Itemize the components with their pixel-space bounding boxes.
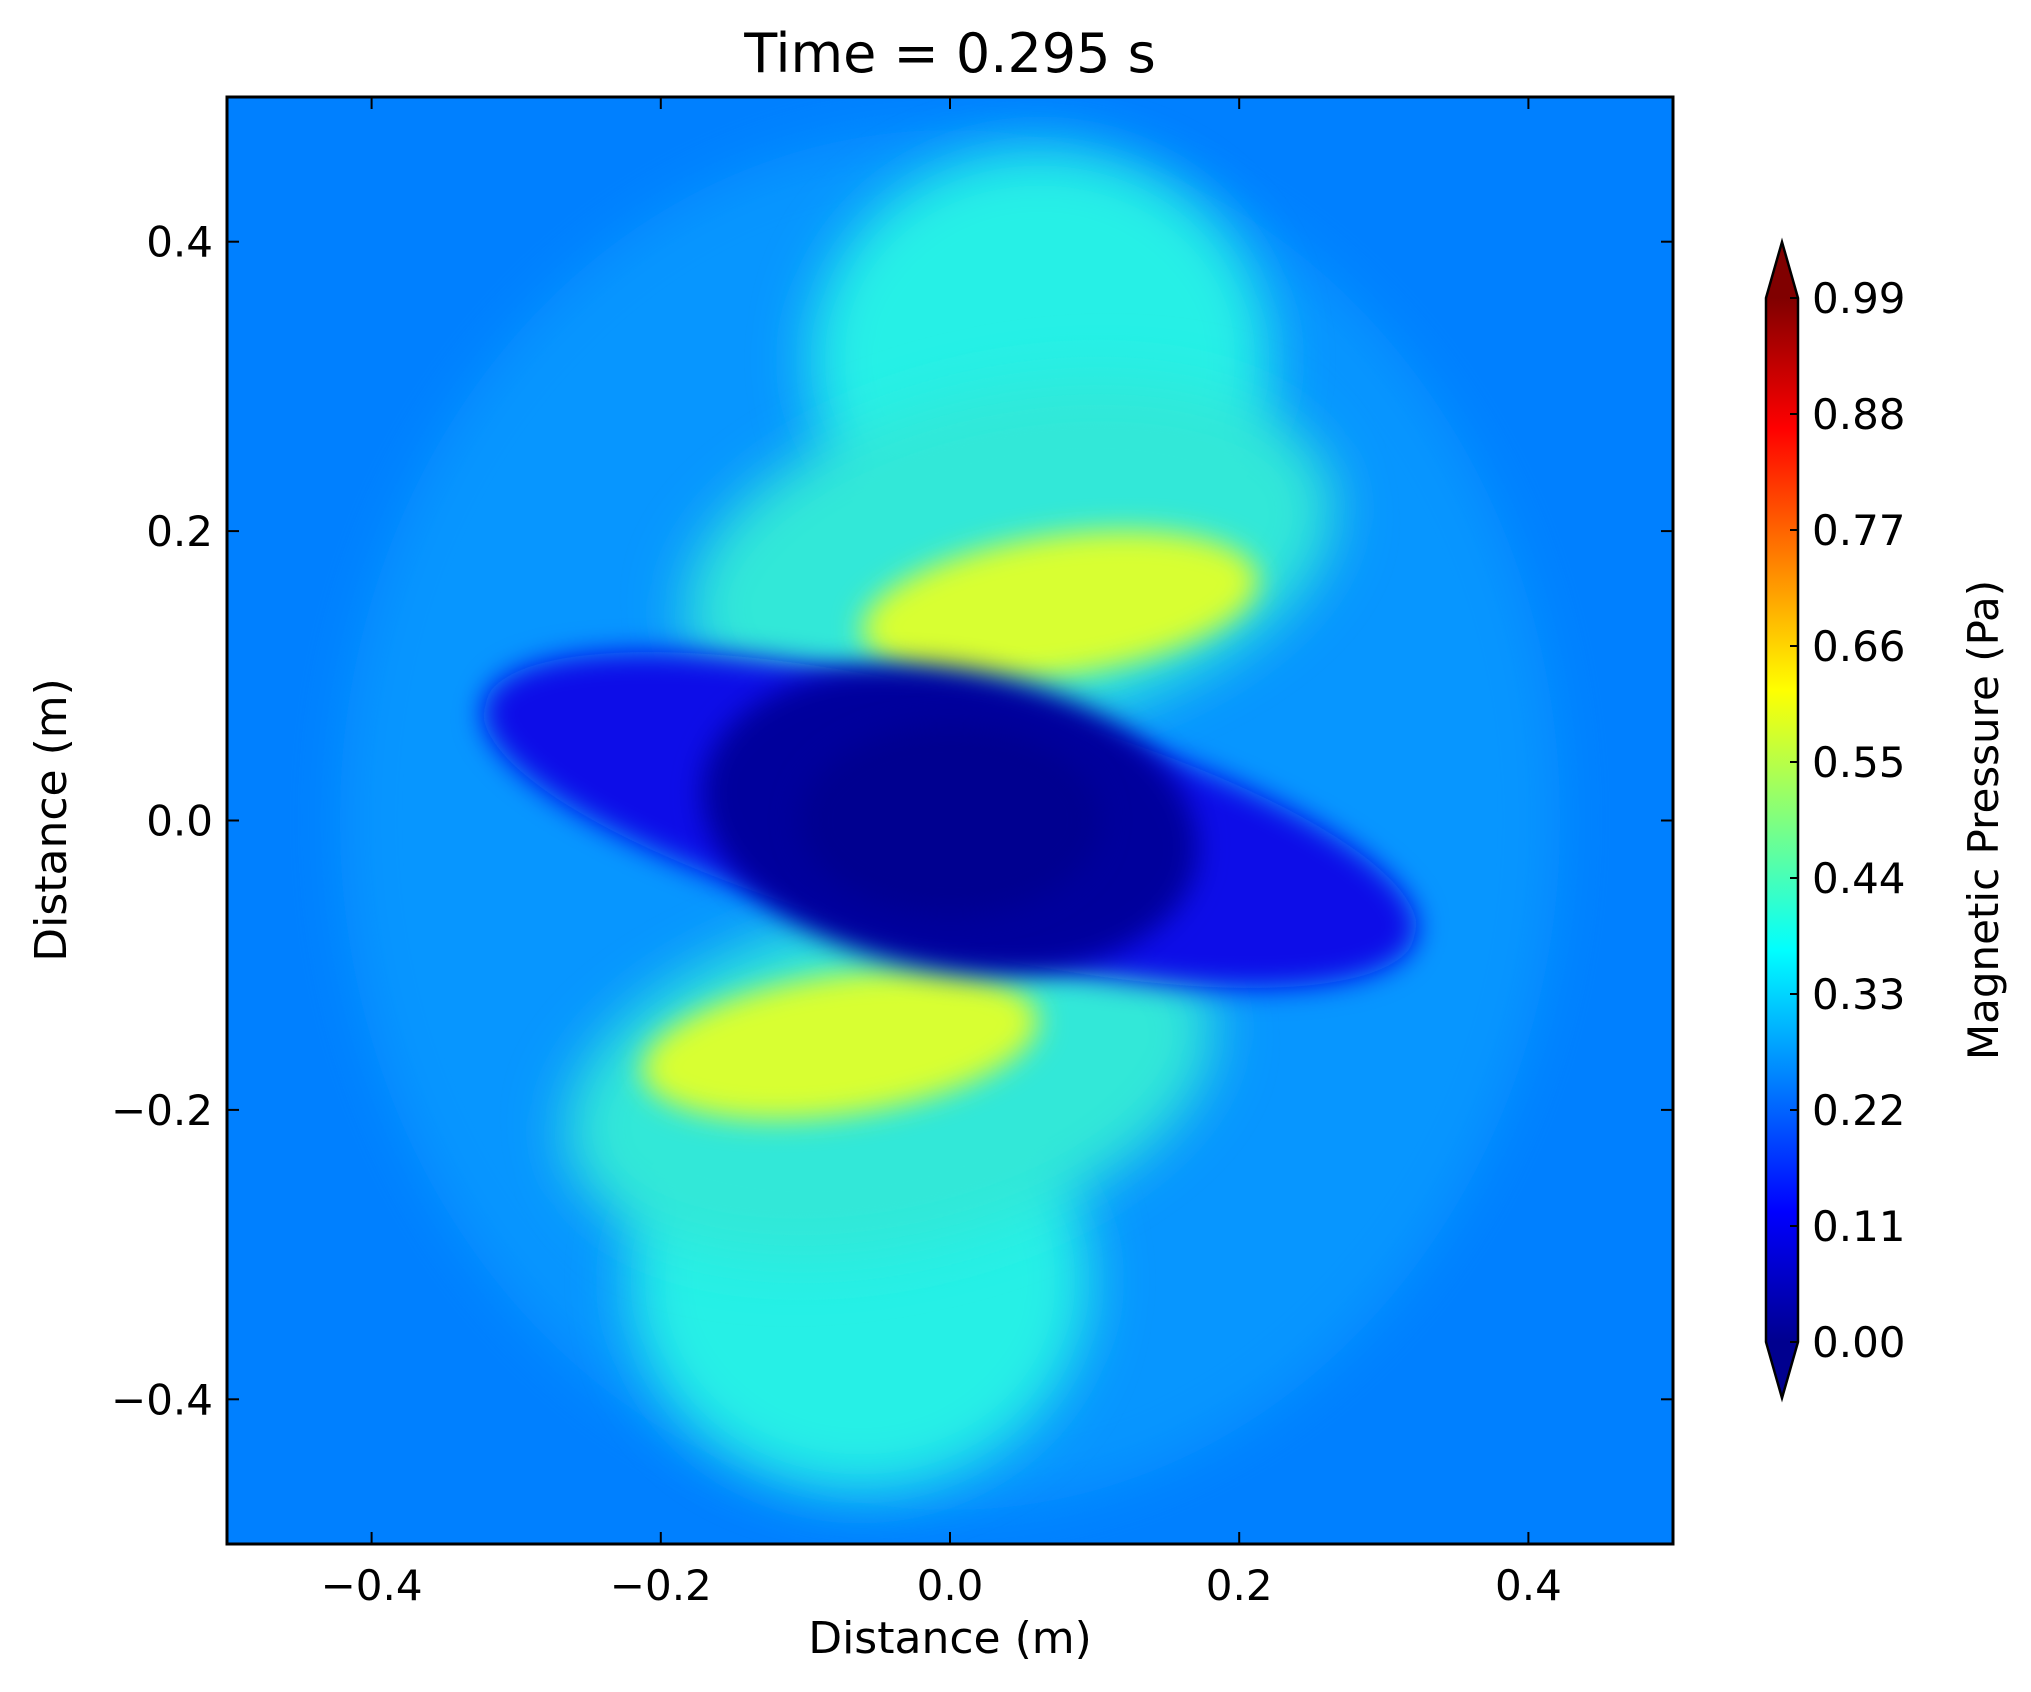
colorbar-gradient [1766, 298, 1798, 1342]
colorbar-tick-label: 0.44 [1812, 854, 1906, 903]
y-tick-label: −0.2 [111, 1086, 213, 1135]
core-minimum [800, 725, 1100, 915]
colorbar-tick-label: 0.77 [1812, 506, 1906, 555]
colorbar: 0.00 0.11 0.22 0.33 0.44 0.55 0.66 0.77 0.88 0.99… [1764, 237, 2008, 1403]
x-tick-label: −0.2 [610, 1561, 712, 1610]
y-tick-label: 0.0 [146, 797, 213, 846]
x-tick-label: 0.4 [1495, 1561, 1562, 1610]
x-tick-label: 0.2 [1206, 1561, 1273, 1610]
colorbar-tick-label: 0.33 [1812, 970, 1906, 1019]
colorbar-max-extension [1766, 242, 1798, 298]
y-tick-label: 0.4 [146, 218, 213, 267]
x-axis-label: Distance (m) [808, 1613, 1092, 1664]
field-contours [340, 130, 1560, 1510]
y-tick-label: −0.4 [111, 1375, 213, 1424]
x-tick-label: −0.4 [321, 1561, 423, 1610]
colorbar-tick-label: 0.00 [1812, 1318, 1906, 1367]
x-axis-ticks: −0.4 −0.2 0.0 0.2 0.4 [321, 97, 1562, 1610]
colorbar-tick-label: 0.99 [1812, 274, 1906, 323]
colorbar-tick-label: 0.88 [1812, 390, 1906, 439]
chart-title: Time = 0.295 s [743, 22, 1156, 85]
plot-area [227, 97, 1673, 1544]
colorbar-ticks: 0.00 0.11 0.22 0.33 0.44 0.55 0.66 0.77 0.88 0.99 [1790, 274, 1906, 1367]
upper-peak [861, 530, 1259, 680]
lower-peak [641, 970, 1039, 1120]
colorbar-label: Magnetic Pressure (Pa) [1959, 580, 2008, 1060]
colorbar-tick-label: 0.66 [1812, 622, 1906, 671]
y-axis-ticks: −0.4 −0.2 0.0 0.2 0.4 [111, 218, 1673, 1424]
y-axis-label: Distance (m) [26, 678, 77, 962]
colorbar-tick-label: 0.55 [1812, 738, 1906, 787]
y-tick-label: 0.2 [146, 507, 213, 556]
colorbar-tick-label: 0.22 [1812, 1086, 1906, 1135]
x-tick-label: 0.0 [917, 1561, 984, 1610]
colorbar-min-extension [1766, 1342, 1798, 1398]
colorbar-tick-label: 0.11 [1812, 1202, 1906, 1251]
